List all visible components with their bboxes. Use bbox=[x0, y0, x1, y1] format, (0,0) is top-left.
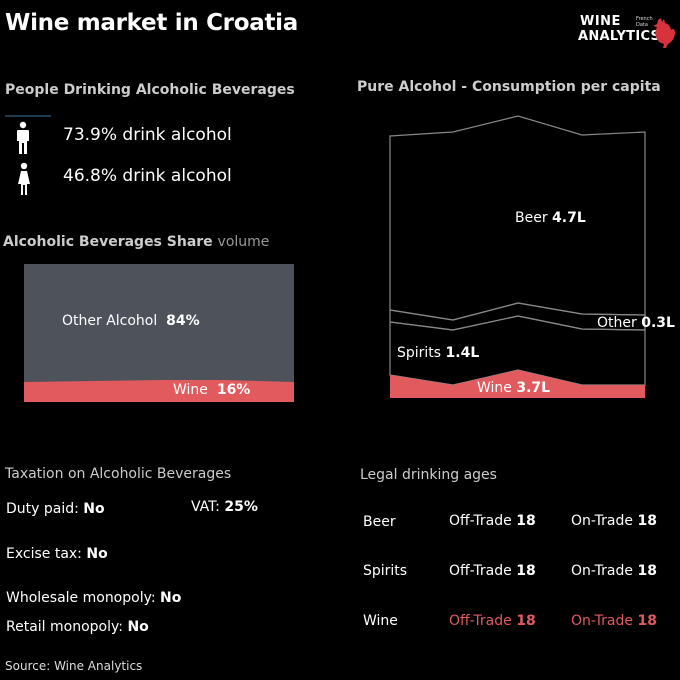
share-heading-unit: volume bbox=[217, 234, 270, 250]
retail-monopoly: Retail monopoly: No bbox=[6, 619, 149, 635]
beer-on-label: On-Trade bbox=[571, 513, 633, 529]
wine-pure-label: Wine 3.7L bbox=[477, 380, 550, 396]
beer-off-trade: Off-Trade 18 bbox=[449, 513, 536, 529]
excise-tax: Excise tax: No bbox=[6, 546, 108, 562]
beer-label: Beer 4.7L bbox=[515, 210, 586, 226]
male-icon bbox=[17, 121, 29, 154]
vat-label: VAT: bbox=[191, 499, 220, 515]
duty-paid: Duty paid: No bbox=[6, 501, 105, 517]
wine-age-name: Wine bbox=[363, 613, 398, 629]
spirits-off-label: Off-Trade bbox=[449, 563, 512, 579]
other-alcohol-area bbox=[24, 264, 294, 384]
page-title: Wine market in Croatia bbox=[5, 10, 298, 36]
wine-share-area bbox=[24, 380, 294, 402]
heading-underline bbox=[5, 115, 51, 117]
vat-value: 25% bbox=[224, 499, 258, 515]
spirits-age-name: Spirits bbox=[363, 563, 408, 579]
wholesale-value: No bbox=[160, 590, 182, 606]
spirits-label: Spirits 1.4L bbox=[397, 345, 479, 361]
wine-analytics-logo: WINE ANALYTICS French Data bbox=[578, 14, 678, 50]
beer-name: Beer bbox=[515, 210, 548, 226]
men-stat: 73.9% drink alcohol bbox=[63, 125, 232, 145]
pure-alcohol-chart bbox=[389, 115, 646, 398]
wine-off-label: Off-Trade bbox=[449, 613, 512, 629]
excise-value: No bbox=[86, 546, 108, 562]
wine-share-name: Wine bbox=[173, 382, 208, 398]
other-label: Other 0.3L bbox=[597, 315, 675, 331]
beer-off-label: Off-Trade bbox=[449, 513, 512, 529]
other-alcohol-label: Other Alcohol 84% bbox=[62, 313, 200, 329]
wholesale-monopoly: Wholesale monopoly: No bbox=[6, 590, 181, 606]
wine-on-value: 18 bbox=[637, 613, 657, 629]
beer-value: 4.7L bbox=[552, 210, 586, 226]
beer-off-value: 18 bbox=[516, 513, 536, 529]
wine-off-value: 18 bbox=[516, 613, 536, 629]
other-alcohol-value: 84% bbox=[166, 313, 200, 329]
retail-value: No bbox=[127, 619, 149, 635]
wine-share-label: Wine 16% bbox=[173, 382, 250, 398]
beer-on-value: 18 bbox=[637, 513, 657, 529]
excise-label: Excise tax: bbox=[6, 546, 82, 562]
female-icon bbox=[18, 162, 30, 195]
share-heading: Alcoholic Beverages Share volume bbox=[3, 234, 269, 250]
logo-sub: French Data bbox=[636, 16, 653, 28]
wine-off-trade: Off-Trade 18 bbox=[449, 613, 536, 629]
wine-on-trade: On-Trade 18 bbox=[571, 613, 657, 629]
other-value: 0.3L bbox=[641, 315, 675, 331]
rooster-icon bbox=[653, 18, 675, 48]
pure-heading: Pure Alcohol - Consumption per capita bbox=[357, 79, 661, 95]
logo-line2: ANALYTICS bbox=[578, 29, 661, 44]
spirits-off-trade: Off-Trade 18 bbox=[449, 563, 536, 579]
other-name: Other bbox=[597, 315, 637, 331]
ages-heading: Legal drinking ages bbox=[360, 467, 497, 483]
wine-share-value: 16% bbox=[216, 382, 251, 398]
women-stat: 46.8% drink alcohol bbox=[63, 166, 232, 186]
spirits-on-trade: On-Trade 18 bbox=[571, 563, 657, 579]
spirits-value: 1.4L bbox=[445, 345, 480, 361]
other-alcohol-name: Other Alcohol bbox=[62, 313, 158, 329]
duty-value: No bbox=[83, 501, 105, 517]
spirits-on-value: 18 bbox=[637, 563, 657, 579]
wine-on-label: On-Trade bbox=[571, 613, 633, 629]
duty-label: Duty paid: bbox=[6, 501, 79, 517]
share-heading-main: Alcoholic Beverages Share bbox=[3, 234, 213, 250]
taxation-heading: Taxation on Alcoholic Beverages bbox=[5, 466, 232, 482]
beer-age-name: Beer bbox=[363, 514, 396, 530]
wholesale-label: Wholesale monopoly: bbox=[6, 590, 156, 606]
wine-band bbox=[390, 370, 645, 398]
vat: VAT: 25% bbox=[191, 499, 258, 515]
spirits-name: Spirits bbox=[397, 345, 442, 361]
wine-pure-value: 3.7L bbox=[516, 380, 551, 396]
spirits-off-value: 18 bbox=[516, 563, 536, 579]
source-note: Source: Wine Analytics bbox=[5, 659, 143, 673]
people-heading: People Drinking Alcoholic Beverages bbox=[5, 82, 295, 98]
retail-label: Retail monopoly: bbox=[6, 619, 123, 635]
wine-pure-name: Wine bbox=[477, 380, 512, 396]
share-chart bbox=[24, 264, 294, 402]
beer-on-trade: On-Trade 18 bbox=[571, 513, 657, 529]
spirits-on-label: On-Trade bbox=[571, 563, 633, 579]
logo-line1: WINE bbox=[580, 14, 621, 29]
